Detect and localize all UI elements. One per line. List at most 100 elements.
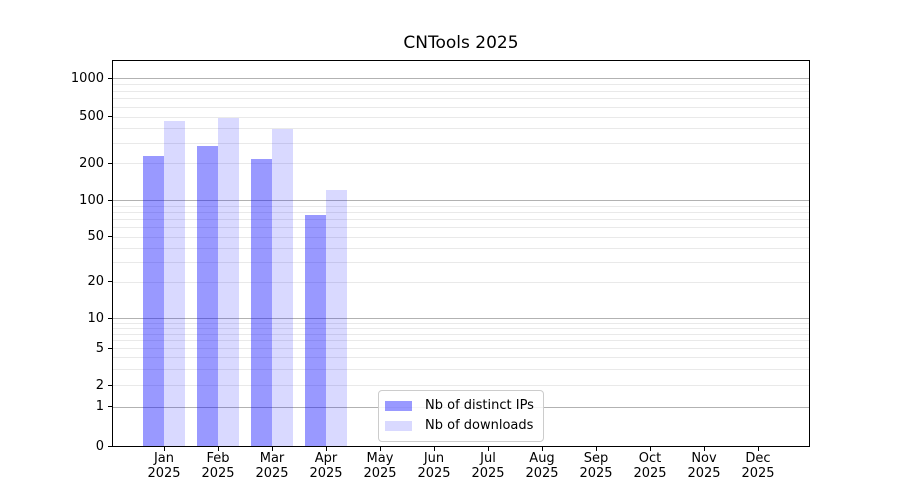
x-tick bbox=[595, 447, 597, 451]
minor-gridline bbox=[113, 261, 809, 263]
y-tick bbox=[108, 236, 112, 238]
y-tick bbox=[108, 116, 112, 118]
y-tick bbox=[108, 162, 112, 164]
y-tick bbox=[108, 347, 112, 349]
x-tick bbox=[649, 447, 651, 451]
bar-downloads-jan bbox=[164, 120, 185, 447]
x-tick-label: Sep 2025 bbox=[566, 451, 626, 481]
x-tick-label-month: Sep bbox=[583, 451, 609, 466]
y-tick bbox=[108, 77, 112, 79]
minor-gridline bbox=[113, 163, 809, 165]
legend-swatch-icon bbox=[385, 421, 412, 431]
x-tick-label-year: 2025 bbox=[687, 466, 721, 481]
x-tick-label-month: Jan bbox=[153, 451, 175, 466]
x-tick-label-year: 2025 bbox=[255, 466, 289, 481]
minor-gridline bbox=[113, 281, 809, 283]
minor-gridline bbox=[113, 340, 809, 342]
x-tick-label-year: 2025 bbox=[201, 466, 235, 481]
y-tick bbox=[108, 199, 112, 201]
legend: Nb of distinct IPs Nb of downloads bbox=[378, 390, 544, 442]
x-tick bbox=[271, 447, 273, 451]
x-tick-label: Mar 2025 bbox=[242, 451, 302, 481]
x-tick-label-year: 2025 bbox=[471, 466, 505, 481]
x-tick-label: Dec 2025 bbox=[728, 451, 788, 481]
x-tick bbox=[541, 447, 543, 451]
minor-gridline bbox=[113, 84, 809, 86]
x-tick-label-year: 2025 bbox=[633, 466, 667, 481]
major-gridline bbox=[113, 78, 809, 80]
x-tick bbox=[757, 447, 759, 451]
bar-downloads-apr bbox=[326, 189, 347, 447]
minor-gridline bbox=[113, 322, 809, 324]
minor-gridline bbox=[113, 98, 809, 100]
bar-distinct-ips-feb bbox=[197, 146, 218, 447]
y-tick-label: 0 bbox=[95, 439, 104, 454]
x-tick-label: Feb 2025 bbox=[188, 451, 248, 481]
minor-gridline bbox=[113, 90, 809, 92]
minor-gridline bbox=[113, 236, 809, 238]
x-tick-label-month: Aug bbox=[529, 451, 555, 466]
x-tick-label-month: Nov bbox=[691, 451, 717, 466]
bar-distinct-ips-mar bbox=[251, 158, 272, 447]
x-tick bbox=[703, 447, 705, 451]
x-tick bbox=[163, 447, 165, 451]
y-tick bbox=[108, 406, 112, 408]
bar-distinct-ips-apr bbox=[305, 215, 326, 447]
x-tick-label-month: May bbox=[366, 451, 394, 466]
minor-gridline bbox=[113, 106, 809, 108]
minor-gridline bbox=[113, 142, 809, 144]
y-tick-label: 50 bbox=[87, 229, 104, 245]
x-tick bbox=[379, 447, 381, 451]
y-tick-label: 2 bbox=[95, 377, 104, 393]
x-tick-label: Oct 2025 bbox=[620, 451, 680, 481]
x-tick-label-month: Feb bbox=[206, 451, 230, 466]
x-tick-label: Jan 2025 bbox=[134, 451, 194, 481]
y-tick-label: 10 bbox=[87, 310, 104, 326]
y-tick bbox=[108, 384, 112, 386]
y-tick bbox=[108, 281, 112, 283]
bar-downloads-mar bbox=[272, 129, 293, 447]
major-gridline bbox=[113, 200, 809, 201]
y-tick-label: 100 bbox=[79, 192, 104, 208]
y-tick-label: 500 bbox=[79, 109, 104, 125]
major-gridline bbox=[113, 318, 809, 320]
x-tick-label-year: 2025 bbox=[579, 466, 613, 481]
x-tick-label: Jun 2025 bbox=[404, 451, 464, 481]
plot-border bbox=[112, 60, 810, 447]
x-tick-label-month: Jul bbox=[480, 451, 496, 466]
x-tick-label-year: 2025 bbox=[741, 466, 775, 481]
x-tick-label: Jul 2025 bbox=[458, 451, 518, 481]
x-tick-label-year: 2025 bbox=[417, 466, 451, 481]
x-tick-label-month: Dec bbox=[745, 451, 771, 466]
x-tick-label-year: 2025 bbox=[147, 466, 181, 481]
minor-gridline bbox=[113, 385, 809, 386]
chart-title: CNTools 2025 bbox=[403, 33, 519, 53]
minor-gridline bbox=[113, 247, 809, 249]
x-tick bbox=[487, 447, 489, 451]
minor-gridline bbox=[113, 218, 809, 220]
x-tick-label-year: 2025 bbox=[525, 466, 559, 481]
x-tick-label: May 2025 bbox=[350, 451, 410, 481]
minor-gridline bbox=[113, 128, 809, 129]
x-tick-label: Nov 2025 bbox=[674, 451, 734, 481]
minor-gridline bbox=[113, 211, 809, 213]
legend-row: Nb of distinct IPs bbox=[385, 396, 535, 416]
y-tick-label: 20 bbox=[87, 274, 104, 290]
x-tick-label: Aug 2025 bbox=[512, 451, 572, 481]
y-tick-label: 1 bbox=[95, 399, 104, 415]
x-tick-label: Apr 2025 bbox=[296, 451, 356, 481]
y-tick-label: 1000 bbox=[70, 70, 104, 86]
minor-gridline bbox=[113, 368, 809, 370]
minor-gridline bbox=[113, 348, 809, 350]
minor-gridline bbox=[113, 116, 809, 118]
x-tick-label-year: 2025 bbox=[309, 466, 343, 481]
x-tick-label-year: 2025 bbox=[363, 466, 397, 481]
minor-gridline bbox=[113, 205, 809, 207]
legend-label: Nb of downloads bbox=[425, 418, 534, 433]
minor-gridline bbox=[113, 227, 809, 228]
